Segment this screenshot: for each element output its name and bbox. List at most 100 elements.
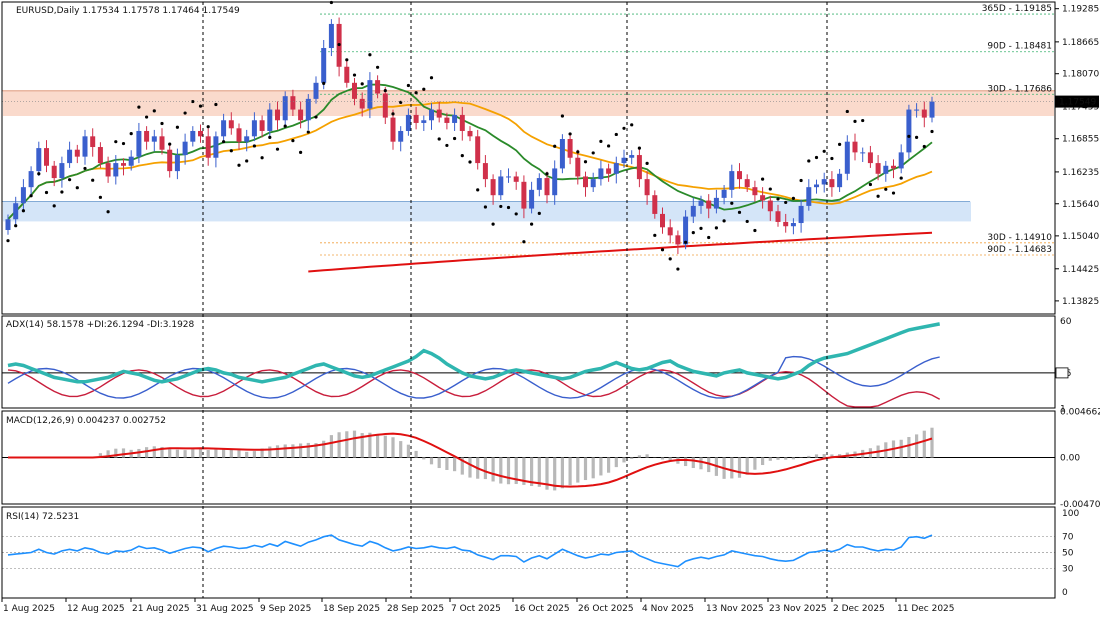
- macd-histogram-bar: [591, 457, 595, 479]
- macd-histogram-bar: [299, 443, 303, 458]
- macd-histogram-bar: [468, 457, 472, 478]
- macd-histogram-bar: [376, 434, 380, 458]
- candle-body: [436, 109, 442, 118]
- sar-dot: [722, 219, 726, 223]
- sar-dot: [406, 83, 410, 88]
- sar-dot: [183, 111, 187, 115]
- rsi-tick-label: 70: [1062, 533, 1074, 543]
- candle-body: [644, 179, 650, 196]
- sar-dot: [29, 194, 33, 198]
- sar-dot: [845, 109, 849, 114]
- candle-body: [59, 163, 65, 179]
- macd-histogram-bar: [306, 442, 310, 458]
- candle-body: [513, 176, 519, 182]
- x-tick-label: 23 Nov 2025: [769, 604, 827, 614]
- macd-histogram-bar: [684, 457, 688, 467]
- sar-dot: [784, 200, 788, 205]
- candle-body: [213, 136, 219, 158]
- candle-body: [567, 139, 573, 158]
- zone-band: [3, 90, 1054, 116]
- macd-histogram-bar: [637, 455, 641, 458]
- sar-dot: [44, 190, 49, 195]
- price-tick-label: 1.15040: [1062, 232, 1099, 242]
- sar-dot: [922, 144, 926, 149]
- sar-dot: [468, 160, 472, 164]
- candle-body: [860, 152, 866, 154]
- price-tick-label: 1.13825: [1062, 297, 1099, 307]
- macd-histogram-bar: [206, 450, 210, 458]
- sar-dot: [884, 187, 888, 191]
- candle-body: [159, 136, 165, 150]
- sar-dot: [160, 121, 164, 126]
- sar-dot: [376, 65, 380, 69]
- candle-body: [390, 117, 396, 142]
- price-tick-label: 1.15640: [1062, 200, 1099, 210]
- sar-dot: [637, 146, 642, 150]
- macd-histogram-bar: [283, 444, 287, 458]
- sar-dot: [745, 219, 749, 224]
- sar-dot: [822, 149, 826, 153]
- candle-body: [667, 227, 673, 236]
- macd-histogram-bar: [707, 457, 711, 473]
- candle-body: [267, 109, 273, 131]
- candle-body: [128, 156, 134, 166]
- candle-body: [891, 165, 896, 169]
- macd-histogram-bar: [437, 457, 441, 469]
- sar-dot: [737, 210, 742, 214]
- candle-body: [121, 163, 126, 166]
- sar-dot: [75, 186, 79, 190]
- candle-body: [459, 114, 465, 131]
- macd-histogram-bar: [383, 435, 387, 458]
- sar-dot: [37, 172, 41, 176]
- candle-body: [837, 173, 843, 188]
- sar-dot: [868, 182, 873, 187]
- candle-body: [821, 179, 827, 185]
- candle-body: [198, 130, 203, 137]
- sar-dot: [314, 115, 318, 119]
- macd-histogram-bar: [745, 457, 749, 475]
- candle-body: [875, 163, 881, 174]
- macd-histogram-bar: [422, 457, 426, 460]
- rsi-tick-label: 100: [1062, 509, 1079, 519]
- macd-histogram-bar: [814, 454, 819, 458]
- macd-histogram-bar: [899, 439, 903, 458]
- candle-body: [444, 117, 450, 123]
- macd-histogram-bar: [822, 454, 826, 458]
- sar-dot: [553, 144, 557, 148]
- macd-histogram-bar: [360, 433, 364, 458]
- candle-body: [498, 176, 504, 196]
- sar-dot: [152, 109, 156, 113]
- candle-body: [182, 141, 188, 156]
- candle-body: [544, 178, 550, 196]
- level-label: 365D - 1.19185: [982, 4, 1052, 14]
- macd-histogram-bar: [345, 431, 349, 458]
- macd-histogram-bar: [160, 446, 164, 458]
- macd-histogram-bar: [429, 457, 434, 465]
- sar-dot: [391, 112, 395, 116]
- sar-dot: [899, 176, 903, 180]
- sar-dot: [52, 204, 56, 208]
- candle-body: [244, 136, 250, 142]
- x-tick-label: 4 Nov 2025: [642, 604, 694, 614]
- price-tick-label: 1.18665: [1062, 38, 1099, 48]
- price-tick-label: 1.14425: [1062, 265, 1099, 275]
- adx-tick-label: 1: [1060, 405, 1066, 415]
- sar-dot: [930, 129, 934, 134]
- candle-body: [475, 136, 481, 164]
- macd-histogram-bar: [583, 457, 588, 481]
- sar-dot: [175, 125, 179, 129]
- macd-histogram-bar: [645, 454, 649, 458]
- macd-histogram-bar: [545, 457, 549, 490]
- sar-dot: [684, 240, 688, 244]
- sma-50-line: [7, 101, 933, 220]
- price-tick-label: 1.17455: [1062, 103, 1099, 113]
- sar-dot: [630, 123, 634, 127]
- candle-body: [729, 171, 735, 190]
- x-tick-label: 2 Dec 2025: [833, 604, 885, 614]
- macd-histogram-bar: [352, 430, 357, 458]
- macd-histogram-bar: [660, 457, 665, 460]
- sar-dot: [283, 124, 287, 128]
- macd-histogram-bar: [252, 451, 256, 458]
- candle-body: [798, 205, 804, 224]
